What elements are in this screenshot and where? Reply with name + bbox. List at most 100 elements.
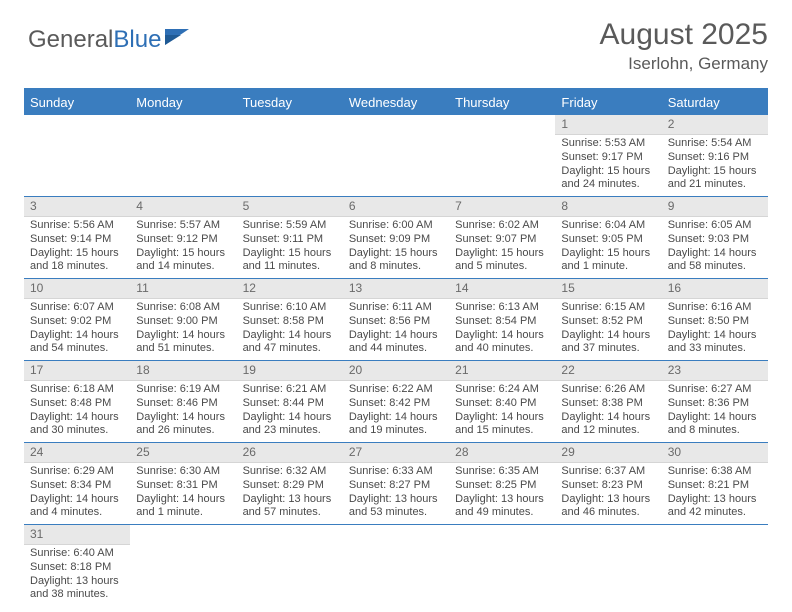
daylight-text: Daylight: 14 hours and 26 minutes.: [136, 411, 230, 439]
header: GeneralBlue August 2025 Iserlohn, German…: [0, 0, 792, 82]
day-info: Sunrise: 6:18 AMSunset: 8:48 PMDaylight:…: [24, 383, 130, 438]
day-number: 18: [130, 361, 236, 381]
sunrise-text: Sunrise: 6:26 AM: [561, 383, 655, 397]
week-row: 17Sunrise: 6:18 AMSunset: 8:48 PMDayligh…: [24, 361, 768, 443]
sunrise-text: Sunrise: 6:13 AM: [455, 301, 549, 315]
day-header: Tuesday: [237, 90, 343, 115]
day-info: Sunrise: 6:02 AMSunset: 9:07 PMDaylight:…: [449, 219, 555, 274]
daylight-text: Daylight: 14 hours and 44 minutes.: [349, 329, 443, 357]
sunrise-text: Sunrise: 5:56 AM: [30, 219, 124, 233]
day-cell: 21Sunrise: 6:24 AMSunset: 8:40 PMDayligh…: [449, 361, 555, 442]
sunset-text: Sunset: 8:46 PM: [136, 397, 230, 411]
day-number: 12: [237, 279, 343, 299]
week-row: 1Sunrise: 5:53 AMSunset: 9:17 PMDaylight…: [24, 115, 768, 197]
sunrise-text: Sunrise: 6:08 AM: [136, 301, 230, 315]
day-number: 13: [343, 279, 449, 299]
sunrise-text: Sunrise: 6:38 AM: [668, 465, 762, 479]
day-info: Sunrise: 6:19 AMSunset: 8:46 PMDaylight:…: [130, 383, 236, 438]
daylight-text: Daylight: 13 hours and 49 minutes.: [455, 493, 549, 521]
day-number: 2: [662, 115, 768, 135]
sunrise-text: Sunrise: 6:10 AM: [243, 301, 337, 315]
day-info: Sunrise: 6:32 AMSunset: 8:29 PMDaylight:…: [237, 465, 343, 520]
sunset-text: Sunset: 9:05 PM: [561, 233, 655, 247]
day-cell: [343, 115, 449, 196]
day-number: 11: [130, 279, 236, 299]
day-cell: 12Sunrise: 6:10 AMSunset: 8:58 PMDayligh…: [237, 279, 343, 360]
day-number: 26: [237, 443, 343, 463]
day-number: 7: [449, 197, 555, 217]
day-info: Sunrise: 6:27 AMSunset: 8:36 PMDaylight:…: [662, 383, 768, 438]
week-row: 24Sunrise: 6:29 AMSunset: 8:34 PMDayligh…: [24, 443, 768, 525]
sunrise-text: Sunrise: 6:16 AM: [668, 301, 762, 315]
day-info: Sunrise: 6:29 AMSunset: 8:34 PMDaylight:…: [24, 465, 130, 520]
sunset-text: Sunset: 8:29 PM: [243, 479, 337, 493]
day-cell: [237, 525, 343, 606]
day-cell: [130, 115, 236, 196]
sunset-text: Sunset: 8:31 PM: [136, 479, 230, 493]
sunrise-text: Sunrise: 5:57 AM: [136, 219, 230, 233]
day-header: Monday: [130, 90, 236, 115]
sunset-text: Sunset: 8:27 PM: [349, 479, 443, 493]
sunset-text: Sunset: 8:52 PM: [561, 315, 655, 329]
day-number: 8: [555, 197, 661, 217]
sunset-text: Sunset: 9:00 PM: [136, 315, 230, 329]
day-number: 21: [449, 361, 555, 381]
flag-icon: [165, 26, 191, 54]
sunrise-text: Sunrise: 6:05 AM: [668, 219, 762, 233]
day-number: 25: [130, 443, 236, 463]
day-cell: 5Sunrise: 5:59 AMSunset: 9:11 PMDaylight…: [237, 197, 343, 278]
daylight-text: Daylight: 15 hours and 1 minute.: [561, 247, 655, 275]
sunset-text: Sunset: 8:23 PM: [561, 479, 655, 493]
sunset-text: Sunset: 8:50 PM: [668, 315, 762, 329]
day-info: Sunrise: 5:59 AMSunset: 9:11 PMDaylight:…: [237, 219, 343, 274]
sunset-text: Sunset: 8:18 PM: [30, 561, 124, 575]
day-info: Sunrise: 6:37 AMSunset: 8:23 PMDaylight:…: [555, 465, 661, 520]
day-number: 19: [237, 361, 343, 381]
day-info: Sunrise: 6:08 AMSunset: 9:00 PMDaylight:…: [130, 301, 236, 356]
day-number: 29: [555, 443, 661, 463]
day-header: Saturday: [662, 90, 768, 115]
sunset-text: Sunset: 8:34 PM: [30, 479, 124, 493]
sunset-text: Sunset: 8:25 PM: [455, 479, 549, 493]
daylight-text: Daylight: 15 hours and 14 minutes.: [136, 247, 230, 275]
day-cell: 6Sunrise: 6:00 AMSunset: 9:09 PMDaylight…: [343, 197, 449, 278]
day-cell: 3Sunrise: 5:56 AMSunset: 9:14 PMDaylight…: [24, 197, 130, 278]
sunrise-text: Sunrise: 6:15 AM: [561, 301, 655, 315]
day-info: Sunrise: 6:21 AMSunset: 8:44 PMDaylight:…: [237, 383, 343, 438]
day-cell: 14Sunrise: 6:13 AMSunset: 8:54 PMDayligh…: [449, 279, 555, 360]
day-number: 14: [449, 279, 555, 299]
day-info: Sunrise: 6:00 AMSunset: 9:09 PMDaylight:…: [343, 219, 449, 274]
daylight-text: Daylight: 15 hours and 18 minutes.: [30, 247, 124, 275]
day-info: Sunrise: 6:38 AMSunset: 8:21 PMDaylight:…: [662, 465, 768, 520]
daylight-text: Daylight: 14 hours and 33 minutes.: [668, 329, 762, 357]
sunrise-text: Sunrise: 6:29 AM: [30, 465, 124, 479]
day-cell: [449, 525, 555, 606]
daylight-text: Daylight: 14 hours and 8 minutes.: [668, 411, 762, 439]
title-block: August 2025 Iserlohn, Germany: [600, 18, 768, 74]
sunset-text: Sunset: 8:44 PM: [243, 397, 337, 411]
daylight-text: Daylight: 14 hours and 12 minutes.: [561, 411, 655, 439]
day-info: Sunrise: 6:13 AMSunset: 8:54 PMDaylight:…: [449, 301, 555, 356]
daylight-text: Daylight: 14 hours and 37 minutes.: [561, 329, 655, 357]
sunrise-text: Sunrise: 6:19 AM: [136, 383, 230, 397]
daylight-text: Daylight: 13 hours and 57 minutes.: [243, 493, 337, 521]
daylight-text: Daylight: 15 hours and 11 minutes.: [243, 247, 337, 275]
day-cell: [24, 115, 130, 196]
sunrise-text: Sunrise: 5:53 AM: [561, 137, 655, 151]
sunrise-text: Sunrise: 6:18 AM: [30, 383, 124, 397]
sunset-text: Sunset: 9:12 PM: [136, 233, 230, 247]
day-cell: 31Sunrise: 6:40 AMSunset: 8:18 PMDayligh…: [24, 525, 130, 606]
day-info: Sunrise: 6:35 AMSunset: 8:25 PMDaylight:…: [449, 465, 555, 520]
day-info: Sunrise: 6:11 AMSunset: 8:56 PMDaylight:…: [343, 301, 449, 356]
week-row: 31Sunrise: 6:40 AMSunset: 8:18 PMDayligh…: [24, 525, 768, 606]
sunset-text: Sunset: 9:03 PM: [668, 233, 762, 247]
daylight-text: Daylight: 14 hours and 40 minutes.: [455, 329, 549, 357]
location: Iserlohn, Germany: [600, 54, 768, 74]
daylight-text: Daylight: 15 hours and 8 minutes.: [349, 247, 443, 275]
day-cell: 2Sunrise: 5:54 AMSunset: 9:16 PMDaylight…: [662, 115, 768, 196]
day-cell: 18Sunrise: 6:19 AMSunset: 8:46 PMDayligh…: [130, 361, 236, 442]
daylight-text: Daylight: 14 hours and 15 minutes.: [455, 411, 549, 439]
day-number: 17: [24, 361, 130, 381]
sunrise-text: Sunrise: 6:22 AM: [349, 383, 443, 397]
weeks-container: 1Sunrise: 5:53 AMSunset: 9:17 PMDaylight…: [24, 115, 768, 606]
